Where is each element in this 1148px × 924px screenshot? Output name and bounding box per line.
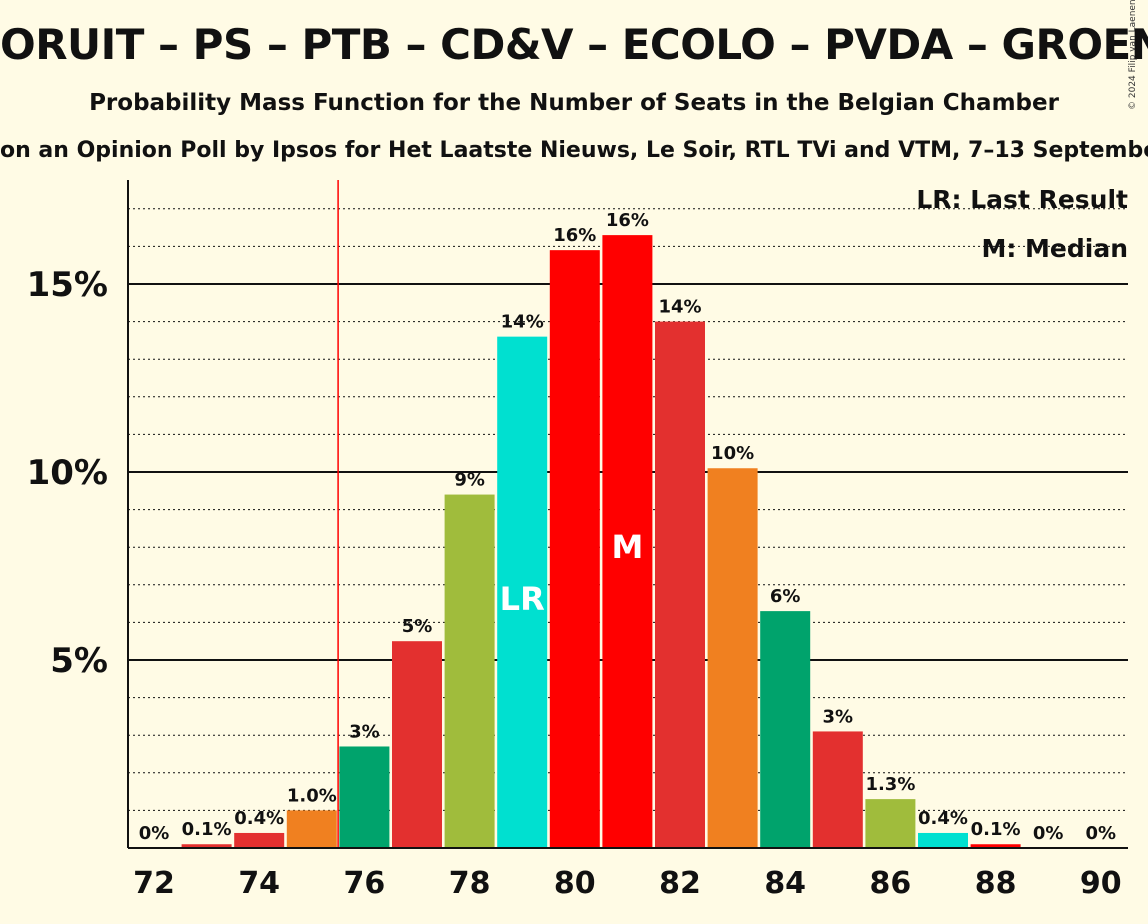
bar-73 bbox=[181, 844, 232, 848]
x-tick-label: 86 bbox=[870, 866, 912, 901]
bar-88 bbox=[970, 844, 1021, 848]
bar-label-83: 10% bbox=[711, 443, 754, 464]
bar-label-79: 14% bbox=[501, 312, 544, 333]
labels-group: 0% 0.1%0.4%1.0%3%5%9%14%16%16%14%10%6%3%1… bbox=[139, 210, 1116, 844]
chart-title: ORUIT – PS – PTB – CD&V – ECOLO – PVDA –… bbox=[0, 20, 1148, 69]
bar-label-73: 0.1% bbox=[182, 819, 232, 840]
bar-label-74: 0.4% bbox=[234, 808, 284, 829]
bar-label-89: 0% bbox=[1033, 823, 1064, 844]
x-tick-label: 90 bbox=[1080, 866, 1122, 901]
bars-group bbox=[181, 235, 1021, 849]
bar-79 bbox=[497, 336, 548, 848]
bar-label-87: 0.4% bbox=[918, 808, 968, 829]
bar-87 bbox=[918, 832, 968, 848]
x-tick-label: 78 bbox=[449, 866, 491, 901]
bar-83 bbox=[707, 468, 758, 848]
bar-78 bbox=[444, 494, 495, 848]
bar-81 bbox=[602, 235, 653, 848]
chart-source: on an Opinion Poll by Ipsos for Het Laat… bbox=[0, 138, 1148, 163]
bar-85 bbox=[812, 731, 863, 848]
y-tick-label: 15% bbox=[27, 265, 108, 305]
legend-median: M: Median bbox=[981, 234, 1128, 263]
x-tick-label: 80 bbox=[554, 866, 596, 901]
x-tick-label: 76 bbox=[344, 866, 386, 901]
x-tick-label: 74 bbox=[238, 866, 280, 901]
median-marker: M bbox=[611, 528, 643, 566]
x-tick-label: 88 bbox=[975, 866, 1017, 901]
x-tick-label: 72 bbox=[133, 866, 175, 901]
last-result-marker: LR bbox=[500, 580, 545, 618]
x-tick-label: 84 bbox=[764, 866, 806, 901]
bar-label-86: 1.3% bbox=[865, 774, 915, 795]
bar-label-90: 0% bbox=[1086, 823, 1117, 844]
axes-group: 5% 10% 15% 72 74 76 78 80 82 84 86 88 90 bbox=[27, 180, 1128, 901]
legend-last-result: LR: Last Result bbox=[916, 185, 1128, 214]
bar-80 bbox=[549, 250, 600, 848]
chart-subtitle: Probability Mass Function for the Number… bbox=[89, 90, 1059, 116]
bar-label-80: 16% bbox=[553, 225, 596, 246]
bar-label-85: 3% bbox=[823, 706, 854, 727]
bar-label-78: 9% bbox=[454, 470, 485, 491]
bar-74 bbox=[234, 832, 285, 848]
bar-label-77: 5% bbox=[402, 616, 433, 637]
bar-76 bbox=[339, 746, 390, 848]
bar-label-84: 6% bbox=[770, 586, 801, 607]
x-tick-label: 82 bbox=[659, 866, 701, 901]
bar-label-82: 14% bbox=[658, 297, 701, 318]
bar-label-88: 0.1% bbox=[971, 819, 1021, 840]
bar-77 bbox=[392, 641, 442, 848]
bar-label-75: 1.0% bbox=[287, 785, 337, 806]
bar-label-76: 3% bbox=[349, 721, 380, 742]
bar-86 bbox=[865, 799, 916, 848]
bar-75 bbox=[286, 810, 337, 848]
y-tick-label: 10% bbox=[27, 453, 108, 493]
bar-82 bbox=[655, 321, 705, 849]
bar-label-72: 0% bbox=[139, 823, 170, 844]
bar-84 bbox=[760, 611, 811, 848]
bar-label-81: 16% bbox=[606, 210, 649, 231]
y-tick-label: 5% bbox=[50, 641, 108, 681]
